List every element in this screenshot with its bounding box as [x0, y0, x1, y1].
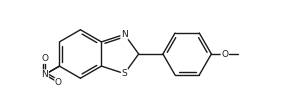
Text: S: S	[122, 69, 127, 78]
Text: O: O	[55, 78, 62, 87]
Text: O: O	[221, 49, 228, 59]
Text: N: N	[41, 70, 48, 79]
Text: O: O	[41, 54, 48, 63]
Text: N: N	[121, 30, 128, 39]
